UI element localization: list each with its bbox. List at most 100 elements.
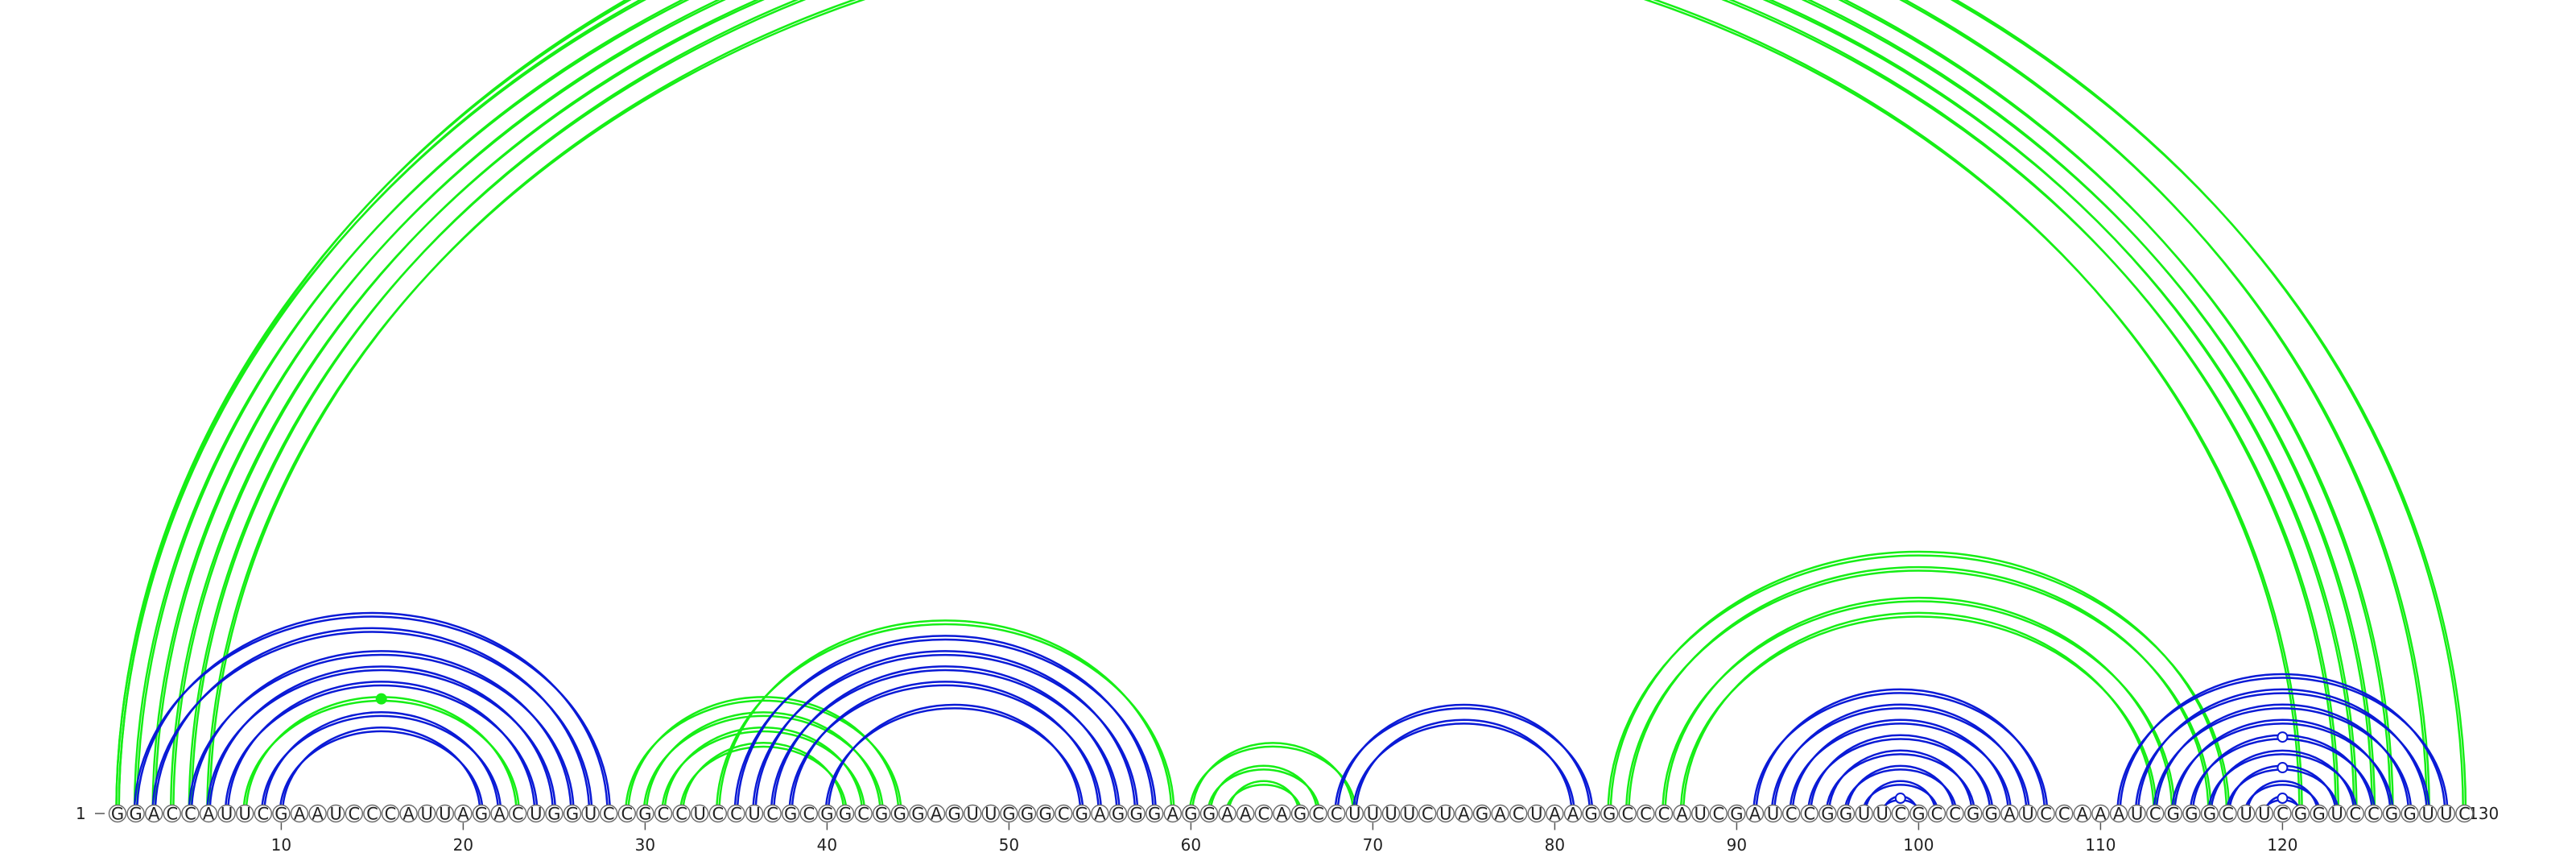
nucleotide: U <box>217 805 236 824</box>
nucleotide-circle <box>2327 804 2347 823</box>
nucleotide-circle <box>1909 804 1928 823</box>
nucleotide-circle <box>1400 804 1418 823</box>
arc-line <box>1679 615 2158 814</box>
nucleotide-circle <box>1891 804 1910 823</box>
nucleotide: G <box>545 804 564 824</box>
nucleotide-letter: C <box>766 805 778 824</box>
arc-line <box>1806 738 1994 814</box>
arc-line <box>1843 768 1958 814</box>
nucleotide: A <box>1745 805 1765 824</box>
nucleotide-letter: G <box>911 805 924 824</box>
nucleotide-circle <box>2037 804 2055 823</box>
arc-line <box>118 0 2428 814</box>
arc-1-128 <box>115 0 2431 814</box>
nucleotide-circle <box>2182 804 2201 823</box>
arc-line <box>190 0 2337 814</box>
arc-91-107 <box>1752 688 2049 814</box>
nucleotide-letter: U <box>2440 805 2452 824</box>
nucleotide-circle <box>1163 804 1183 823</box>
nucleotide: G <box>1472 805 1492 824</box>
tick-label: 110 <box>2085 835 2116 855</box>
nucleotide-circle <box>945 804 964 823</box>
arc-line <box>133 615 612 814</box>
nucleotide-circle <box>490 804 509 823</box>
nucleotide-letter: C <box>857 805 869 824</box>
nucleotide-circle <box>345 804 363 823</box>
nucleotide-circle <box>636 804 654 823</box>
nucleotide-circle <box>1182 804 1200 823</box>
nucleotide: U <box>236 805 254 824</box>
arc-line <box>1188 745 1357 814</box>
nucleotide-letter: C <box>1949 805 1961 824</box>
tick-label: 120 <box>2267 835 2297 855</box>
nucleotide-circle <box>745 804 764 823</box>
nucleotide-circle <box>1582 804 1600 823</box>
arc-32-41 <box>679 742 848 814</box>
arc-line <box>208 0 2301 814</box>
nucleotide-circle <box>1218 804 1236 823</box>
nucleotide: U <box>2128 805 2146 824</box>
nucleotide: C <box>1637 805 1655 824</box>
nucleotide-letter: A <box>1676 805 1688 824</box>
nucleotide-letter: G <box>1839 805 1852 824</box>
nucleotide-circle <box>600 804 618 823</box>
nucleotide-letter: G <box>820 805 833 824</box>
nucleotide: G <box>2291 804 2310 824</box>
nucleotide: G <box>1909 804 1928 824</box>
nucleotide-letter: G <box>475 805 488 824</box>
nucleotide-circle <box>1781 804 1801 823</box>
nucleotide-circle <box>1872 804 1892 823</box>
nucleotide-circle <box>581 804 600 823</box>
nucleotide: G <box>1600 805 1619 824</box>
nucleotide-circle <box>2291 804 2310 823</box>
nucleotide: G <box>890 805 910 824</box>
nucleotide-circle <box>199 804 218 823</box>
nucleotide-letter: C <box>166 805 178 824</box>
arc-35-58 <box>733 635 1158 814</box>
nucleotide-circle <box>2018 804 2037 823</box>
nucleotide: U <box>436 805 454 824</box>
nucleotide: C <box>2219 805 2237 824</box>
nucleotide: C <box>1800 805 1819 824</box>
tick-label: 60 <box>1181 835 1201 855</box>
nucleotide: A <box>1673 805 1691 824</box>
nucleotide-circle <box>836 804 855 823</box>
nucleotide-letter: G <box>1075 805 1088 824</box>
nucleotide-letter: U <box>2422 805 2434 824</box>
arc-5-123 <box>188 0 2340 814</box>
nucleotide: G <box>1199 805 1219 824</box>
arc-line <box>1755 688 2046 814</box>
nucleotide-circle <box>672 804 691 823</box>
nucleotide: C <box>363 805 382 824</box>
arc-116-124 <box>2207 749 2358 814</box>
sequence-start-label: 1 <box>76 804 86 823</box>
nucleotide: G <box>563 805 582 824</box>
nucleotide: G <box>1818 805 1837 824</box>
arc-29-44 <box>624 696 902 814</box>
nucleotide-circle <box>526 804 545 823</box>
nucleotide-circle <box>854 804 873 823</box>
nucleotide: C <box>345 804 363 824</box>
nucleotide: C <box>600 804 618 824</box>
nucleotide: G <box>1290 805 1310 824</box>
nucleotide-circle <box>1236 804 1255 823</box>
nucleotide: G <box>2310 805 2328 824</box>
nucleotide: G <box>1582 804 1600 824</box>
nucleotide-circle <box>308 804 327 823</box>
nucleotide-circle <box>2455 804 2474 823</box>
nucleotide: A <box>2073 805 2092 824</box>
nucleotide-letter: G <box>2385 805 2398 824</box>
nucleotide: A <box>1091 805 1109 824</box>
nucleotide: U <box>1690 805 1710 824</box>
nucleotide-letter: G <box>1148 805 1161 824</box>
arc-9-22 <box>260 711 502 814</box>
nucleotide: A <box>454 805 473 824</box>
nucleotide-letter: C <box>184 805 196 824</box>
arc-line <box>2246 780 2319 814</box>
nucleotide-circle <box>1927 804 1946 823</box>
nucleotide-circle <box>545 804 564 823</box>
nucleotide: U <box>1345 805 1364 824</box>
nucleotide: U <box>418 805 436 824</box>
nucleotide-circle <box>1527 804 1546 823</box>
